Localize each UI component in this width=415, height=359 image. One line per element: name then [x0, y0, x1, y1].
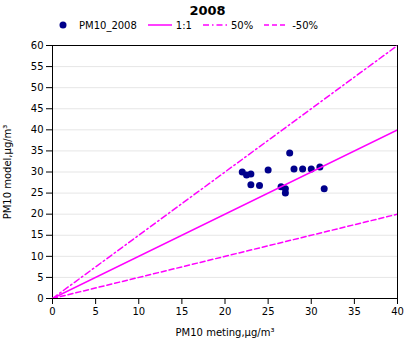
svg-text:45: 45 [31, 103, 44, 114]
svg-text:50: 50 [31, 82, 44, 93]
html-text:50%: 50% [230, 19, 254, 31]
svg-text:10: 10 [31, 251, 44, 262]
html-text:1:1: 1:1 [175, 19, 192, 31]
svg-text:5: 5 [92, 306, 98, 317]
svg-text:40: 40 [391, 306, 404, 317]
svg-text:35: 35 [31, 145, 44, 156]
html-text:-50%: -50% [292, 19, 318, 31]
svg-text:20: 20 [219, 306, 232, 317]
html-text:2008: 2008 [189, 3, 226, 18]
svg-text:60: 60 [31, 40, 44, 51]
svg-text:15: 15 [176, 306, 189, 317]
svg-text:PM10 model,μg/m³: PM10 model,μg/m³ [2, 125, 13, 220]
svg-text:5: 5 [37, 272, 43, 283]
svg-text:0: 0 [49, 306, 55, 317]
svg-text:20: 20 [31, 208, 44, 219]
svg-text:25: 25 [31, 187, 44, 198]
svg-text:25: 25 [262, 306, 275, 317]
svg-text:55: 55 [31, 61, 44, 72]
svg-text:0: 0 [37, 293, 43, 304]
html-text:PM10_2008: PM10_2008 [79, 19, 137, 31]
svg-text:30: 30 [31, 166, 44, 177]
svg-text:10: 10 [132, 306, 145, 317]
svg-text:15: 15 [31, 229, 44, 240]
svg-text:PM10 meting,μg/m³: PM10 meting,μg/m³ [176, 327, 275, 338]
svg-text:40: 40 [31, 124, 44, 135]
svg-text:30: 30 [305, 306, 318, 317]
svg-text:35: 35 [348, 306, 361, 317]
